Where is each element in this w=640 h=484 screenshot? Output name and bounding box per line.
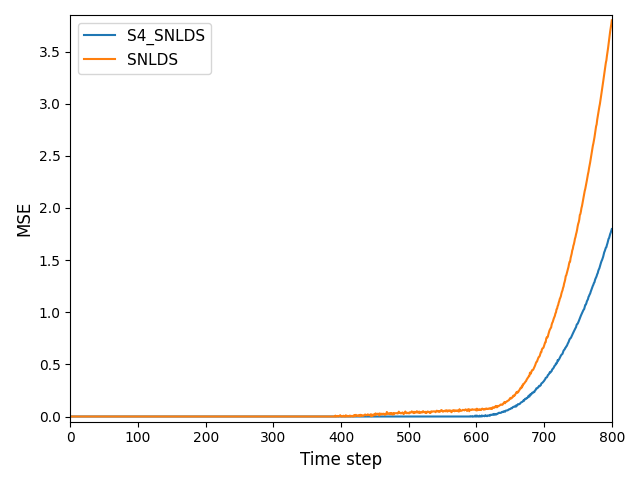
S4_SNLDS [438, 414, 446, 420]
SNLDS [305, 414, 312, 420]
S4_SNLDS [67, 414, 74, 420]
X-axis label: Time step: Time step [300, 451, 382, 469]
Y-axis label: MSE: MSE [15, 201, 33, 236]
SNLDS [122, 414, 129, 420]
S4_SNLDS [608, 226, 616, 232]
Line: S4_SNLDS: S4_SNLDS [70, 229, 612, 417]
SNLDS [499, 402, 506, 408]
SNLDS [438, 408, 446, 413]
SNLDS [489, 405, 497, 410]
S4_SNLDS [489, 411, 497, 417]
Legend: S4_SNLDS, SNLDS: S4_SNLDS, SNLDS [78, 23, 211, 74]
S4_SNLDS [305, 414, 312, 420]
SNLDS [608, 17, 616, 23]
Line: SNLDS: SNLDS [70, 20, 612, 417]
SNLDS [67, 414, 74, 420]
S4_SNLDS [122, 414, 129, 420]
S4_SNLDS [285, 414, 293, 420]
S4_SNLDS [499, 409, 506, 415]
SNLDS [285, 414, 293, 420]
